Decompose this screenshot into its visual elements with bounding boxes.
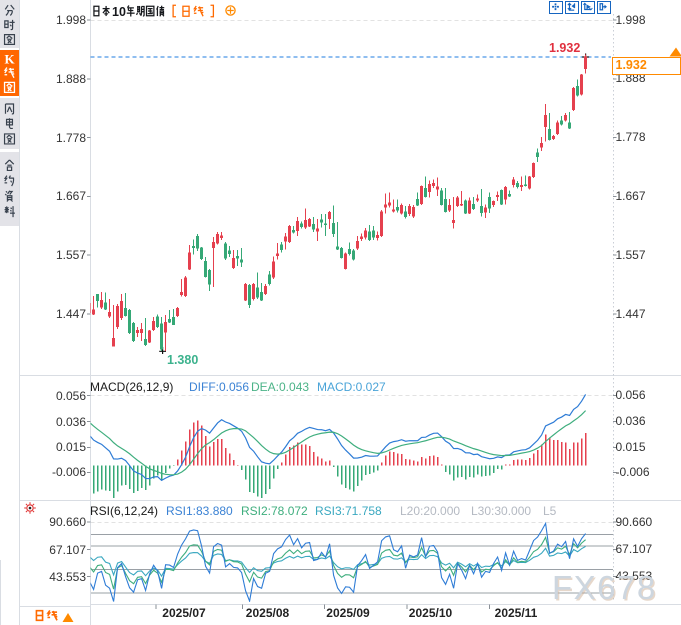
svg-text:K: K: [4, 52, 15, 67]
svg-text:10: 10: [112, 5, 126, 19]
